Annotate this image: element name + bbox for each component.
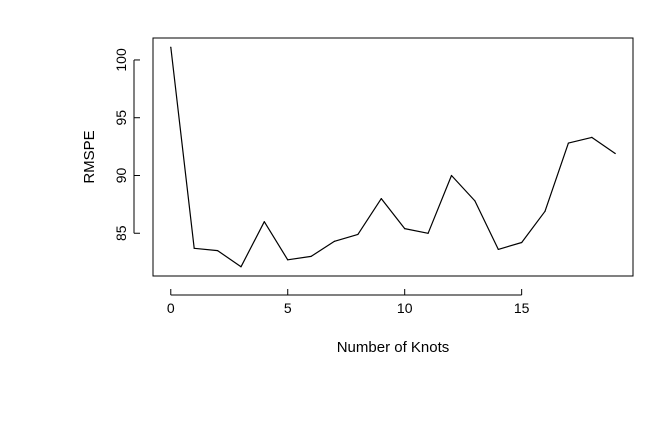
data-point xyxy=(497,248,499,251)
data-point xyxy=(216,249,219,252)
y-axis: 85 90 95 100 xyxy=(113,48,140,241)
data-point xyxy=(614,152,616,155)
data-point xyxy=(263,221,265,223)
y-tick-label: 90 xyxy=(113,167,129,183)
y-tick-label: 100 xyxy=(113,48,129,72)
data-point xyxy=(521,241,523,244)
data-point xyxy=(170,46,172,48)
y-tick-label: 85 xyxy=(113,225,129,241)
data-point xyxy=(193,247,195,249)
data-point xyxy=(450,174,453,177)
data-point xyxy=(333,240,336,242)
x-axis-title: Number of Knots xyxy=(337,339,450,356)
x-tick-label: 0 xyxy=(167,300,175,316)
x-tick-label: 5 xyxy=(284,300,292,316)
series-layer xyxy=(170,46,616,268)
data-point xyxy=(310,255,312,257)
data-point xyxy=(240,266,242,268)
data-point xyxy=(474,200,476,202)
series-line xyxy=(170,47,616,268)
y-axis-title: RMSPE xyxy=(81,130,98,183)
x-axis: 0 5 10 15 xyxy=(167,289,530,316)
data-point xyxy=(544,210,546,212)
data-point xyxy=(567,142,570,144)
x-tick-label: 15 xyxy=(514,300,530,316)
data-point xyxy=(287,259,289,261)
data-point xyxy=(591,136,593,138)
plot-frame xyxy=(152,37,634,277)
data-point xyxy=(357,233,359,236)
data-point xyxy=(427,232,429,234)
data-point xyxy=(380,197,382,200)
y-tick-label: 95 xyxy=(113,110,129,126)
data-point xyxy=(404,228,406,230)
x-tick-label: 10 xyxy=(397,300,413,316)
